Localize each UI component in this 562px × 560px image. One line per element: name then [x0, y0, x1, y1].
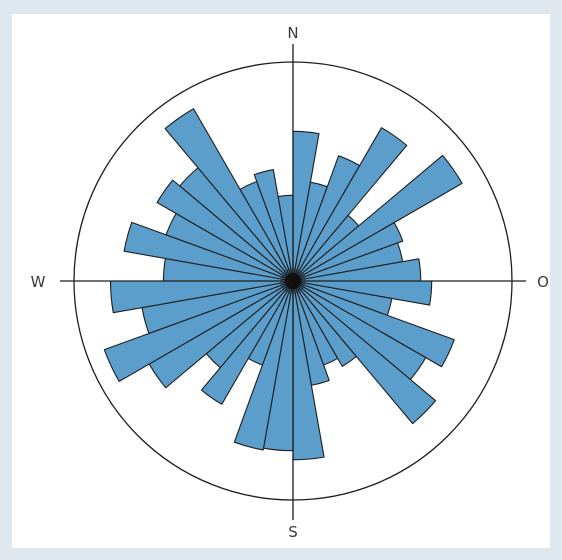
rose-sector-30-deg	[292, 127, 408, 282]
west-label: W	[31, 273, 46, 291]
rose-sector-130-deg	[292, 280, 437, 425]
east-label: O	[537, 273, 549, 291]
rose-sector-340-deg	[253, 169, 294, 282]
rose-sector-280-deg	[123, 221, 294, 282]
south-label: S	[288, 523, 298, 541]
rose-sector-60-deg	[292, 222, 404, 282]
rose-sector-110-deg	[292, 280, 455, 368]
center-hub-halo	[280, 268, 306, 294]
north-label: N	[287, 24, 298, 42]
rose-sectors	[103, 108, 463, 461]
rose-sector-240-deg	[103, 280, 294, 382]
center-hub	[285, 273, 301, 289]
rose-sector-50-deg	[292, 154, 463, 282]
rose-sector-300-deg	[156, 179, 294, 282]
rose-sector-140-deg	[292, 280, 357, 367]
rose-sector-190-deg	[233, 280, 294, 451]
rose-sector-320-deg	[164, 108, 294, 282]
rose-sector-210-deg	[200, 280, 294, 405]
